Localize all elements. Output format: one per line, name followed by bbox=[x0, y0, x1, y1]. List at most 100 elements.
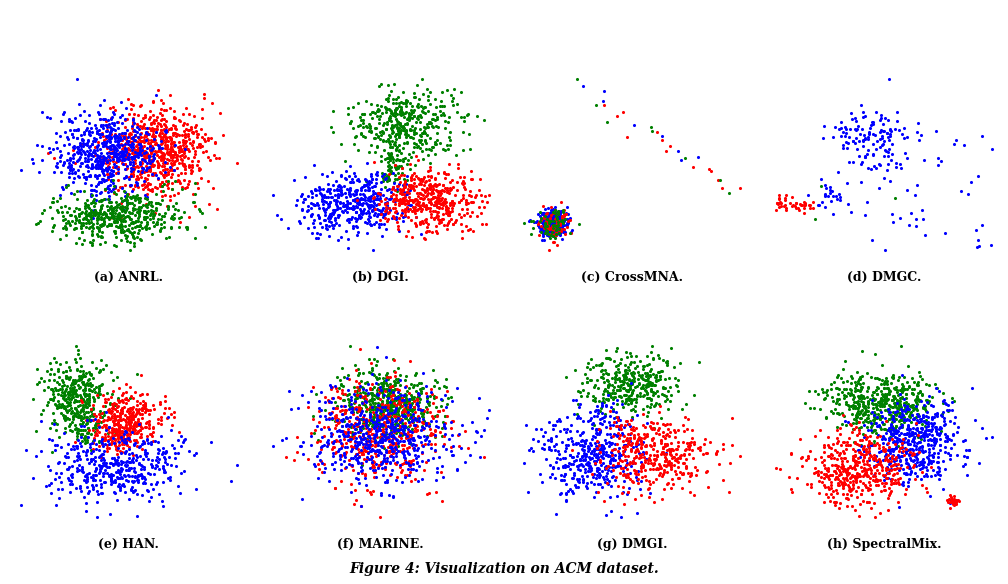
Point bbox=[136, 472, 152, 482]
Point bbox=[633, 461, 649, 471]
Point bbox=[838, 493, 854, 502]
Point bbox=[176, 138, 193, 147]
Point bbox=[547, 432, 563, 441]
Point bbox=[103, 123, 119, 133]
Point bbox=[676, 458, 692, 468]
Point bbox=[924, 431, 940, 440]
Point bbox=[124, 208, 140, 218]
Point bbox=[337, 205, 353, 214]
Point bbox=[353, 194, 369, 204]
Point bbox=[386, 395, 402, 405]
Point bbox=[410, 198, 426, 207]
Point bbox=[87, 436, 103, 445]
Point bbox=[624, 458, 640, 468]
Point bbox=[565, 395, 582, 404]
Point bbox=[861, 478, 877, 487]
Point bbox=[172, 151, 188, 161]
Point bbox=[373, 102, 389, 111]
Point bbox=[79, 448, 95, 457]
Point bbox=[312, 447, 329, 457]
Point bbox=[156, 396, 172, 405]
Point bbox=[472, 452, 488, 461]
Point bbox=[107, 137, 123, 146]
Point bbox=[91, 196, 107, 206]
Point bbox=[95, 131, 111, 141]
Point bbox=[358, 419, 374, 429]
Point bbox=[121, 450, 137, 459]
Point bbox=[151, 489, 167, 499]
Point bbox=[471, 203, 487, 212]
Point bbox=[65, 384, 81, 394]
Point bbox=[439, 187, 456, 197]
Point bbox=[320, 436, 336, 445]
Point bbox=[100, 425, 116, 434]
Point bbox=[115, 435, 131, 444]
Point bbox=[118, 475, 134, 485]
Point bbox=[69, 341, 85, 350]
Point bbox=[799, 190, 815, 200]
Point bbox=[115, 144, 131, 153]
Point bbox=[839, 437, 855, 447]
Point bbox=[858, 469, 874, 478]
Point bbox=[545, 424, 561, 433]
Point bbox=[553, 215, 570, 225]
Point bbox=[352, 121, 368, 130]
Point bbox=[543, 207, 559, 217]
Point bbox=[356, 109, 372, 119]
Point bbox=[627, 458, 643, 468]
Point bbox=[381, 416, 397, 425]
Point bbox=[553, 218, 570, 228]
Point bbox=[439, 411, 456, 420]
Point bbox=[872, 457, 888, 467]
Point bbox=[138, 201, 154, 211]
Point bbox=[128, 152, 144, 161]
Point bbox=[922, 426, 938, 435]
Point bbox=[321, 214, 337, 223]
Point bbox=[152, 108, 168, 117]
Point bbox=[372, 196, 388, 205]
Point bbox=[111, 422, 127, 432]
Point bbox=[110, 394, 126, 403]
Point bbox=[362, 194, 378, 203]
Point bbox=[375, 419, 391, 429]
Point bbox=[669, 444, 685, 453]
Point bbox=[289, 195, 305, 204]
Point bbox=[670, 473, 686, 482]
Point bbox=[890, 497, 906, 506]
Point bbox=[622, 436, 638, 446]
Point bbox=[361, 367, 377, 377]
Point bbox=[644, 434, 660, 443]
Point bbox=[644, 341, 660, 350]
Point bbox=[536, 222, 552, 231]
Point bbox=[102, 128, 118, 138]
Point bbox=[131, 159, 147, 169]
Point bbox=[97, 395, 113, 404]
Point bbox=[917, 404, 933, 413]
Point bbox=[119, 211, 135, 220]
Point bbox=[633, 443, 649, 452]
Point bbox=[617, 456, 633, 465]
Point bbox=[898, 484, 914, 493]
Point bbox=[68, 376, 84, 385]
Point bbox=[846, 392, 862, 401]
Point bbox=[85, 483, 101, 492]
Point bbox=[846, 414, 862, 423]
Point bbox=[129, 179, 145, 188]
Point bbox=[836, 437, 852, 447]
Point bbox=[373, 185, 389, 194]
Point bbox=[378, 447, 394, 456]
Point bbox=[382, 406, 398, 416]
Point bbox=[634, 383, 650, 392]
Point bbox=[832, 124, 848, 134]
Point bbox=[69, 406, 85, 415]
Point bbox=[643, 385, 659, 394]
Point bbox=[310, 459, 327, 468]
Point bbox=[353, 381, 369, 391]
Point bbox=[542, 217, 558, 227]
Point bbox=[393, 170, 409, 179]
Point bbox=[92, 239, 108, 249]
Point bbox=[417, 228, 433, 237]
Point bbox=[846, 437, 862, 447]
Point bbox=[881, 409, 897, 419]
Point bbox=[99, 462, 115, 471]
